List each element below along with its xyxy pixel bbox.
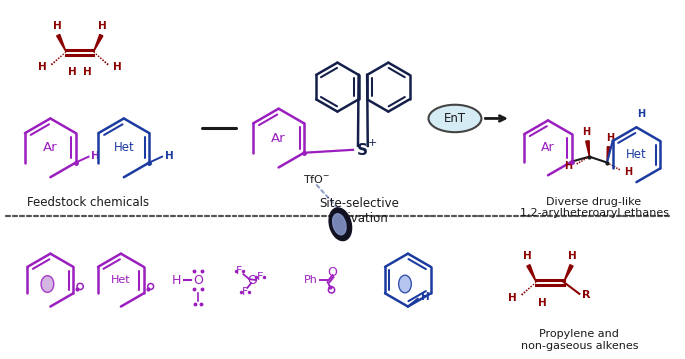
Text: H: H (637, 109, 645, 120)
Text: O: O (247, 274, 257, 286)
Text: F: F (242, 287, 249, 297)
Text: R: R (582, 290, 590, 300)
Text: Diverse drug-like
1,2-arylheteroaryl ethanes: Diverse drug-like 1,2-arylheteroaryl eth… (519, 197, 669, 218)
Text: EnT: EnT (444, 112, 466, 125)
Text: H: H (83, 66, 92, 76)
Polygon shape (93, 34, 103, 52)
Text: H: H (172, 274, 182, 286)
Ellipse shape (41, 276, 54, 292)
Text: Ph: Ph (304, 275, 318, 285)
Text: F: F (257, 272, 263, 282)
Text: O: O (193, 274, 203, 286)
Polygon shape (586, 141, 589, 157)
Text: H: H (568, 252, 577, 261)
Text: +: + (368, 138, 377, 148)
Text: H: H (165, 151, 174, 161)
Text: TfO$^{-}$: TfO$^{-}$ (303, 173, 330, 185)
Polygon shape (564, 265, 573, 282)
Text: Ar: Ar (271, 131, 286, 145)
Text: Het: Het (114, 141, 134, 154)
Text: Site-selective
activation: Site-selective activation (319, 197, 399, 225)
Text: H: H (582, 127, 590, 137)
Text: F: F (236, 266, 242, 276)
Text: H: H (113, 61, 122, 71)
Text: H: H (92, 151, 100, 161)
Text: H: H (523, 252, 532, 261)
Text: H: H (421, 292, 429, 302)
Text: H: H (606, 133, 614, 143)
Text: H: H (68, 66, 76, 76)
Ellipse shape (333, 214, 346, 235)
Text: Propylene and
non-gaseous alkenes: Propylene and non-gaseous alkenes (521, 329, 638, 351)
Text: H: H (508, 293, 516, 303)
Polygon shape (57, 34, 66, 52)
Polygon shape (527, 265, 536, 282)
Text: Het: Het (626, 148, 647, 161)
Text: H: H (564, 162, 573, 172)
Ellipse shape (429, 105, 482, 132)
Polygon shape (607, 147, 611, 163)
Text: H: H (623, 167, 632, 177)
Text: H: H (98, 21, 107, 31)
Text: O: O (327, 266, 338, 279)
Text: Feedstock chemicals: Feedstock chemicals (27, 196, 149, 209)
Text: H: H (53, 21, 62, 31)
Text: Ar: Ar (541, 141, 555, 154)
Ellipse shape (329, 208, 351, 241)
Ellipse shape (399, 275, 412, 293)
Text: S: S (358, 143, 369, 158)
Text: H: H (38, 61, 47, 71)
Text: H: H (538, 298, 547, 308)
Text: Ar: Ar (43, 141, 58, 154)
Text: Het: Het (111, 275, 131, 285)
